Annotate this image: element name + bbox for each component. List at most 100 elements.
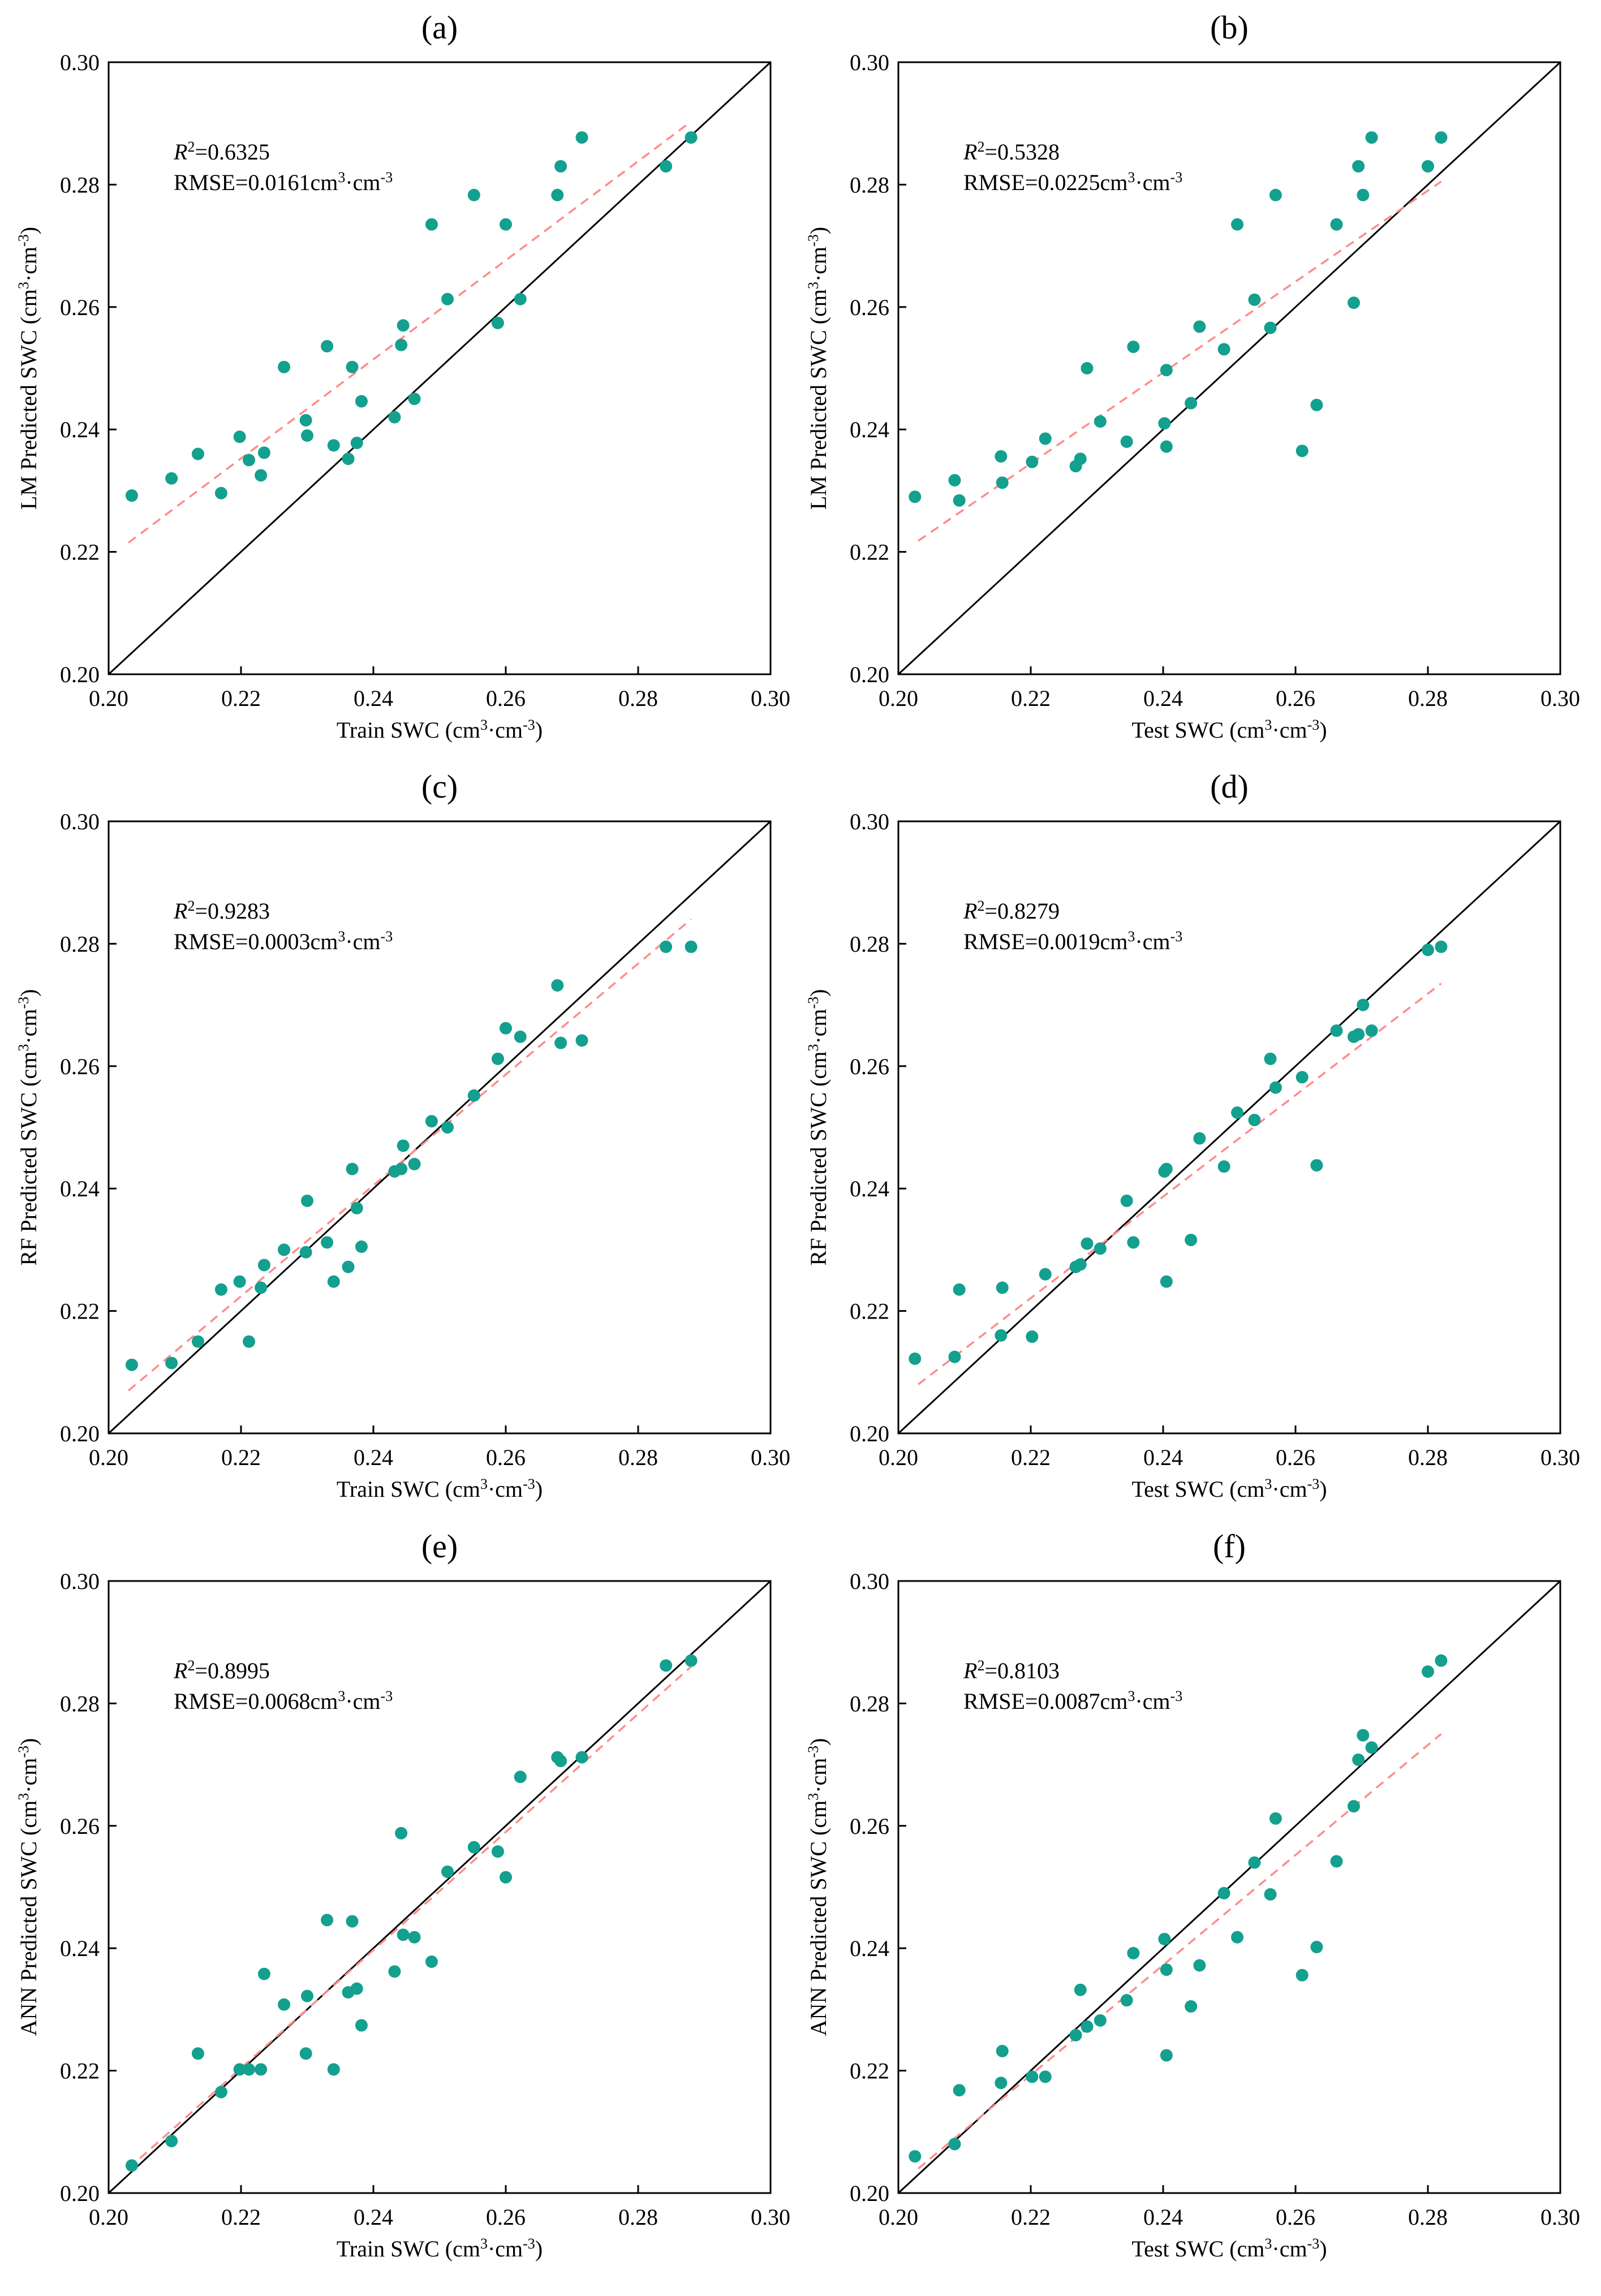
x-tick-label: 0.26 xyxy=(486,2204,526,2230)
data-point xyxy=(1357,188,1370,201)
data-point xyxy=(1185,2000,1198,2013)
data-point xyxy=(214,486,227,499)
data-point xyxy=(909,490,922,503)
x-tick-label: 0.20 xyxy=(879,2204,918,2230)
x-tick-label: 0.22 xyxy=(1011,1445,1051,1470)
x-axis-label: Train SWC (cm3·cm-3) xyxy=(337,717,543,743)
y-tick-label: 0.28 xyxy=(850,1691,889,1716)
x-tick-label: 0.30 xyxy=(1540,1445,1580,1470)
r2-annotation: R2=0.8103 xyxy=(963,1657,1060,1684)
y-tick-label: 0.28 xyxy=(60,1691,100,1716)
data-point xyxy=(500,218,512,231)
data-point xyxy=(554,1036,567,1049)
y-tick-label: 0.26 xyxy=(60,295,100,320)
regression-fit-line xyxy=(918,180,1442,542)
data-point xyxy=(995,450,1008,463)
data-point xyxy=(660,940,673,953)
data-point xyxy=(948,1350,961,1363)
panel-d: (d) 0.20 0.22 0.24 0.26 0.28 0.30 0.20 0.22 0.24 0… xyxy=(805,768,1581,1502)
data-point xyxy=(425,1955,438,1968)
data-point xyxy=(995,2077,1008,2090)
plot-frame xyxy=(107,61,772,675)
y-tick-label: 0.20 xyxy=(60,662,100,687)
y-axis-label: LM Predicted SWC (cm3·cm-3) xyxy=(15,227,42,510)
data-point xyxy=(214,2086,227,2099)
panel-f: (f) 0.20 0.22 0.24 0.26 0.28 0.30 0.20 0.22 0.24 0… xyxy=(805,1528,1581,2261)
data-point xyxy=(1330,1855,1343,1868)
data-point xyxy=(397,1139,410,1152)
data-point xyxy=(395,1827,408,1840)
y-tick-label: 0.28 xyxy=(850,172,889,197)
data-point xyxy=(1422,160,1434,173)
data-point xyxy=(1365,131,1378,144)
one-to-one-line xyxy=(897,61,1561,675)
data-point xyxy=(243,2063,256,2076)
data-point xyxy=(1435,940,1448,953)
data-point xyxy=(1081,1237,1094,1250)
data-point xyxy=(299,1246,312,1259)
y-tick-label: 0.28 xyxy=(60,172,100,197)
x-tick-label: 0.20 xyxy=(89,686,128,711)
x-tick-label: 0.30 xyxy=(751,686,790,711)
data-point xyxy=(165,2135,178,2148)
data-point xyxy=(257,446,270,459)
data-point xyxy=(1026,455,1039,468)
data-point xyxy=(342,453,355,466)
x-tick-label: 0.24 xyxy=(354,686,393,711)
data-point xyxy=(1352,160,1365,173)
panel-c: (c) 0.20 0.22 0.24 0.26 0.28 0.30 0.20 0.22 0.24 0… xyxy=(15,768,791,1502)
data-point xyxy=(685,1654,698,1667)
y-tick-label: 0.22 xyxy=(60,2058,100,2084)
panel-label: (e) xyxy=(421,1528,458,1565)
data-point xyxy=(388,411,401,424)
y-tick-label: 0.20 xyxy=(850,662,889,687)
data-point xyxy=(996,2044,1009,2057)
data-point xyxy=(514,292,527,305)
one-to-one-line xyxy=(897,1580,1561,2194)
data-point xyxy=(1248,1856,1261,1869)
data-point xyxy=(1094,2014,1107,2027)
regression-fit-line xyxy=(128,120,692,544)
data-point xyxy=(327,2063,340,2076)
x-tick-label: 0.28 xyxy=(618,1445,658,1470)
data-point xyxy=(1160,1275,1173,1288)
panel-label: (c) xyxy=(421,768,458,805)
x-tick-label: 0.22 xyxy=(221,686,261,711)
panel-label: (a) xyxy=(421,9,458,46)
data-point xyxy=(491,1845,504,1858)
data-point xyxy=(500,1022,512,1035)
data-point xyxy=(1127,1236,1140,1249)
r2-annotation: R2=0.6325 xyxy=(173,139,270,165)
data-point xyxy=(350,437,363,450)
data-point xyxy=(255,469,268,482)
data-point xyxy=(996,1281,1009,1294)
data-point xyxy=(441,1865,454,1878)
panel-b: (b) 0.20 0.22 0.24 0.26 0.28 0.30 0.20 0.22 0.24 0… xyxy=(805,9,1581,743)
x-tick-label: 0.30 xyxy=(1540,686,1580,711)
data-point xyxy=(408,1931,421,1944)
data-point xyxy=(1127,1946,1140,1959)
data-point xyxy=(575,1751,588,1764)
y-tick-label: 0.28 xyxy=(60,931,100,957)
x-tick-label: 0.22 xyxy=(221,2204,261,2230)
data-point xyxy=(660,160,673,173)
data-point xyxy=(1185,1234,1198,1247)
data-point xyxy=(1231,218,1244,231)
y-tick-label: 0.24 xyxy=(850,1176,889,1201)
y-tick-label: 0.20 xyxy=(60,2181,100,2206)
y-tick-label: 0.22 xyxy=(60,1299,100,1324)
data-point xyxy=(408,393,421,406)
x-tick-label: 0.26 xyxy=(1276,686,1315,711)
data-point xyxy=(1435,131,1448,144)
y-tick-label: 0.26 xyxy=(850,1054,889,1079)
panel-label: (d) xyxy=(1210,768,1249,805)
panel-label: (b) xyxy=(1210,9,1249,46)
data-point xyxy=(408,1157,421,1170)
x-tick-label: 0.28 xyxy=(1408,1445,1448,1470)
data-point xyxy=(255,1281,268,1294)
data-point xyxy=(191,1335,204,1348)
data-point xyxy=(441,292,454,305)
data-point xyxy=(191,447,204,460)
x-tick-label: 0.26 xyxy=(1276,1445,1315,1470)
